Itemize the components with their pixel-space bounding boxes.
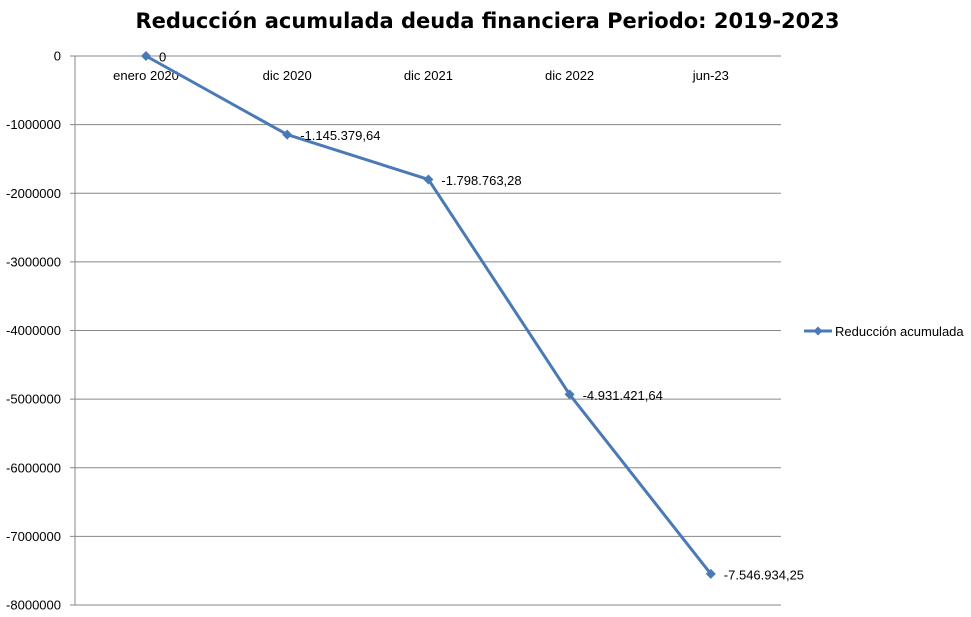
y-tick-label: -3000000 [6, 254, 61, 269]
data-label: -1.798.763,28 [441, 173, 521, 188]
data-label: -7.546.934,25 [724, 567, 804, 582]
gridlines [75, 55, 781, 606]
data-point-marker [282, 129, 293, 140]
y-tick-label: -2000000 [6, 186, 61, 201]
y-tick-label: -5000000 [6, 392, 61, 407]
x-category-label: dic 2020 [263, 68, 312, 83]
data-label: -1.145.379,64 [300, 128, 380, 143]
y-tick-label: -8000000 [6, 598, 61, 613]
y-tick-label: -4000000 [6, 323, 61, 338]
data-point-marker [705, 568, 716, 579]
series-line [145, 54, 712, 575]
y-tick-label: -7000000 [6, 529, 61, 544]
x-category-label: jun-23 [692, 68, 729, 83]
x-category-label: enero 2020 [113, 68, 179, 83]
legend-marker [813, 326, 823, 336]
y-tick-label: -6000000 [6, 460, 61, 475]
chart-title: Reducción acumulada deuda financiera Per… [135, 9, 840, 33]
data-label: 0 [159, 50, 166, 65]
x-category-label: dic 2022 [545, 68, 594, 83]
y-axis: 0 -1000000 -2000000 -3000000 -4000000 -500000… [6, 49, 76, 613]
data-point-marker [423, 174, 434, 185]
legend: Reducción acumulada [804, 324, 964, 339]
series-reduccion-acumulada [141, 51, 716, 579]
y-tick-label: -1000000 [6, 117, 61, 132]
x-category-label: dic 2021 [404, 68, 453, 83]
data-label: -4.931.421,64 [583, 388, 663, 403]
legend-label: Reducción acumulada [835, 324, 964, 339]
data-point-marker [141, 51, 151, 61]
y-tick-label: 0 [54, 49, 61, 64]
x-axis-labels: enero 2020 dic 2020 dic 2021 dic 2022 jun-23 [113, 68, 729, 83]
data-point-marker [564, 389, 575, 400]
data-labels: 0 -1.145.379,64 -1.798.763,28 -4.931.421,64… [159, 50, 804, 583]
